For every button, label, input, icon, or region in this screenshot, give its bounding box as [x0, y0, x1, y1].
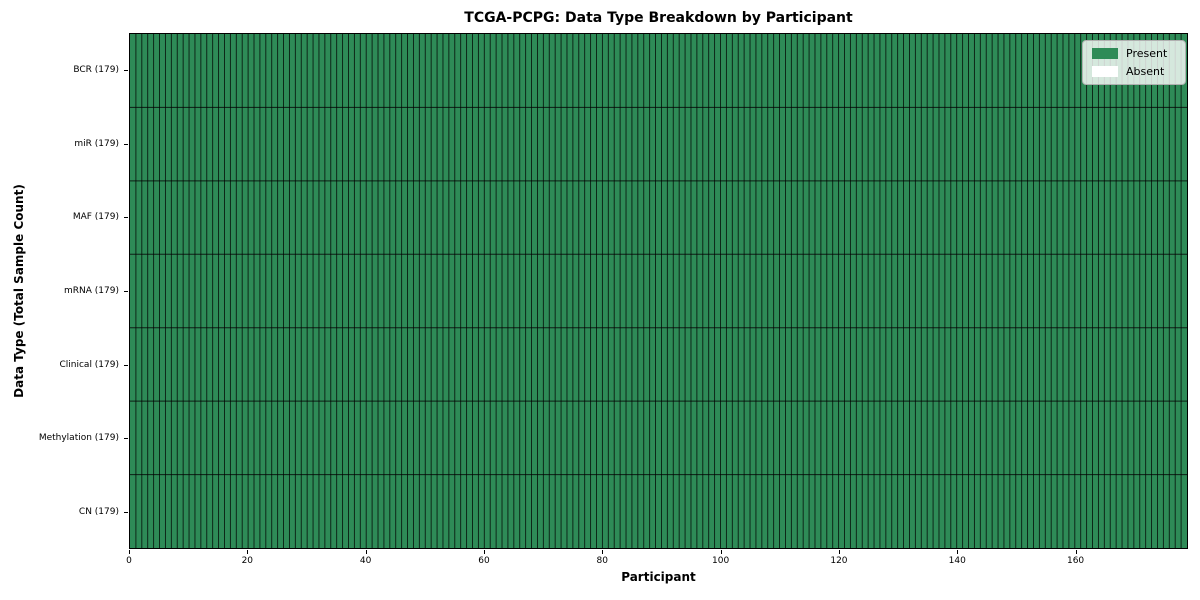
y-tick-mark [124, 512, 128, 514]
x-tick-label-100: 100 [712, 556, 730, 566]
y-tick-mark [124, 291, 128, 292]
legend-swatch-absent [1092, 66, 1118, 77]
x-tick-label-80: 80 [596, 556, 609, 566]
heatmap-canvas [130, 34, 1187, 548]
x-axis-ticks: 0 20 40 60 80 100 120 140 160 [126, 550, 1188, 572]
x-tick-mark [483, 550, 485, 554]
x-tick-mark [838, 550, 840, 554]
x-axis-label: Participant [621, 570, 696, 584]
x-tick-mark [720, 550, 722, 554]
x-tick-label-120: 120 [830, 556, 848, 566]
heatmap-cell-run [130, 474, 1187, 548]
x-tick-mark [602, 550, 604, 554]
plot-area [129, 33, 1188, 549]
x-tick-label-140: 140 [948, 556, 966, 566]
legend-item-absent: Absent [1092, 66, 1176, 77]
legend-label-present: Present [1126, 47, 1168, 60]
y-tick-mark [124, 217, 128, 219]
x-tick-label-160: 160 [1066, 556, 1085, 566]
heatmap-cell-run [130, 107, 1187, 181]
x-tick-mark [1075, 550, 1077, 554]
x-tick-mark [129, 550, 130, 554]
heatmap-cell-run [130, 401, 1187, 475]
x-tick-label-20: 20 [241, 556, 254, 566]
x-tick-label-0: 0 [126, 556, 132, 566]
heatmap-cell-run [130, 180, 1187, 255]
x-tick-mark [247, 550, 249, 554]
y-tick-label-maf: MAF (179) [72, 212, 119, 223]
heatmap-cell-run [130, 254, 1187, 328]
legend-item-present: Present [1092, 48, 1176, 59]
y-tick-label-mrna: mRNA (179) [64, 286, 119, 296]
legend: Present Absent [1082, 40, 1186, 85]
x-tick-mark [365, 550, 367, 554]
heatmap-cell-run [130, 34, 1187, 108]
x-tick-label-40: 40 [359, 556, 372, 566]
y-tick-mark [124, 364, 128, 366]
y-tick-label-methylation: Methylation (179) [38, 433, 119, 444]
chart-title: TCGA-PCPG: Data Type Breakdown by Partic… [464, 10, 853, 26]
legend-label-absent: Absent [1126, 65, 1165, 78]
y-tick-mark [124, 438, 128, 440]
y-axis-ticks: BCR (179) miR (179) MAF (179) mRNA (179) Cli… [0, 33, 129, 549]
x-tick-label-60: 60 [478, 556, 490, 566]
y-tick-mark [124, 143, 128, 145]
x-tick-mark [957, 550, 959, 554]
y-tick-label-cn: CN (179) [78, 507, 119, 518]
y-tick-label-mir: miR (179) [74, 138, 119, 149]
y-tick-label-clinical: Clinical (179) [59, 359, 119, 370]
y-tick-label-bcr: BCR (179) [73, 64, 119, 75]
legend-swatch-present [1092, 48, 1118, 59]
heatmap-cell-run [130, 327, 1187, 402]
y-tick-mark [124, 69, 128, 71]
